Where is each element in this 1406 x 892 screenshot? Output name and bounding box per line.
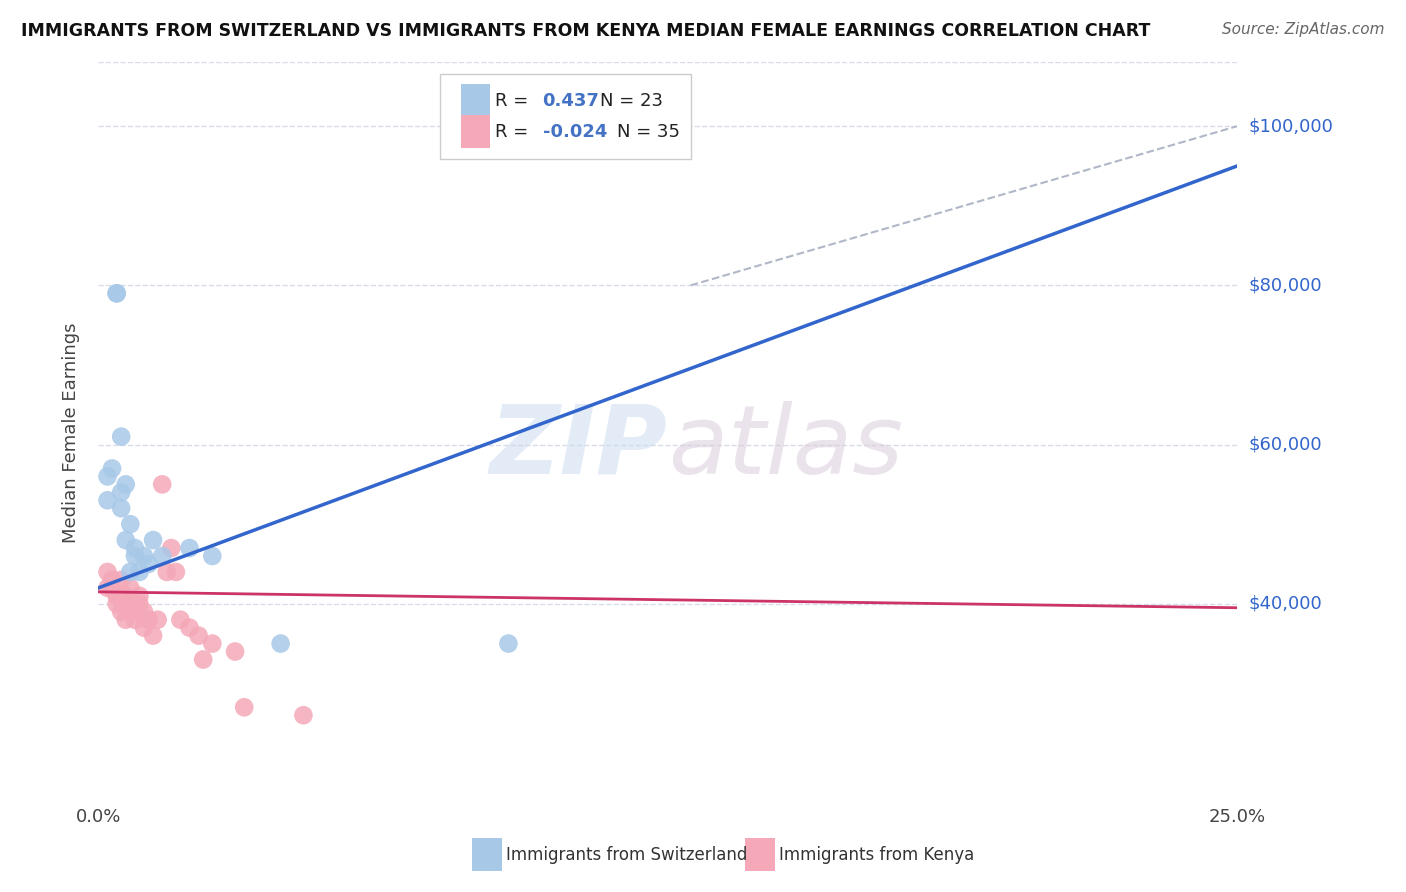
Point xyxy=(120,565,142,579)
Text: N = 23: N = 23 xyxy=(599,92,662,110)
Point xyxy=(201,637,224,651)
Point xyxy=(114,589,136,603)
Point xyxy=(128,597,150,611)
Text: N = 35: N = 35 xyxy=(617,122,679,141)
Point xyxy=(96,565,118,579)
Point xyxy=(169,613,191,627)
Point xyxy=(128,565,150,579)
Point xyxy=(105,597,128,611)
Point xyxy=(120,597,142,611)
Text: Immigrants from Switzerland: Immigrants from Switzerland xyxy=(506,846,748,863)
Point xyxy=(101,581,124,595)
Point xyxy=(150,477,173,491)
Point xyxy=(179,621,201,635)
Point xyxy=(498,637,520,651)
Point xyxy=(160,541,183,555)
Point xyxy=(114,477,136,491)
Point xyxy=(114,613,136,627)
Point xyxy=(142,629,165,643)
Point xyxy=(110,429,132,443)
Point xyxy=(156,565,179,579)
Point xyxy=(105,286,128,301)
Point xyxy=(124,541,146,555)
Point xyxy=(110,501,132,516)
Point xyxy=(132,621,155,635)
Point xyxy=(101,461,124,475)
Text: Source: ZipAtlas.com: Source: ZipAtlas.com xyxy=(1222,22,1385,37)
Point xyxy=(187,629,209,643)
Point xyxy=(142,533,165,547)
Point xyxy=(124,549,146,563)
Point xyxy=(101,573,124,587)
Text: atlas: atlas xyxy=(668,401,903,494)
Point xyxy=(120,581,142,595)
Point xyxy=(105,286,128,301)
Point xyxy=(110,589,132,603)
Point xyxy=(224,644,246,658)
Point xyxy=(132,605,155,619)
Point xyxy=(110,605,132,619)
Point xyxy=(110,485,132,500)
Point xyxy=(124,605,146,619)
Text: R =: R = xyxy=(495,122,534,141)
Point xyxy=(105,589,128,603)
Point xyxy=(270,637,292,651)
Point xyxy=(138,613,160,627)
Point xyxy=(165,565,187,579)
Text: 0.437: 0.437 xyxy=(543,92,599,110)
Point xyxy=(193,652,215,666)
Point xyxy=(179,541,201,555)
Text: -0.024: -0.024 xyxy=(543,122,607,141)
Y-axis label: Median Female Earnings: Median Female Earnings xyxy=(62,322,80,543)
Point xyxy=(138,557,160,571)
FancyBboxPatch shape xyxy=(472,838,502,871)
Text: $80,000: $80,000 xyxy=(1249,277,1322,294)
Point xyxy=(128,589,150,603)
Text: $100,000: $100,000 xyxy=(1249,117,1333,135)
Text: IMMIGRANTS FROM SWITZERLAND VS IMMIGRANTS FROM KENYA MEDIAN FEMALE EARNINGS CORR: IMMIGRANTS FROM SWITZERLAND VS IMMIGRANT… xyxy=(21,22,1150,40)
FancyBboxPatch shape xyxy=(461,85,491,117)
Point xyxy=(150,549,173,563)
FancyBboxPatch shape xyxy=(745,838,775,871)
Point xyxy=(120,517,142,532)
Point xyxy=(146,613,169,627)
Point xyxy=(124,613,146,627)
Text: $60,000: $60,000 xyxy=(1249,435,1322,453)
Text: Immigrants from Kenya: Immigrants from Kenya xyxy=(779,846,974,863)
Point xyxy=(201,549,224,563)
Point xyxy=(132,549,155,563)
Point xyxy=(110,573,132,587)
Point xyxy=(114,533,136,547)
FancyBboxPatch shape xyxy=(461,115,491,148)
Point xyxy=(233,700,256,714)
Point xyxy=(96,493,118,508)
Point xyxy=(292,708,315,723)
Text: $40,000: $40,000 xyxy=(1249,595,1322,613)
Text: R =: R = xyxy=(495,92,534,110)
FancyBboxPatch shape xyxy=(440,73,690,159)
Point xyxy=(114,597,136,611)
Text: ZIP: ZIP xyxy=(489,401,668,494)
Point xyxy=(96,581,118,595)
Point xyxy=(96,469,118,483)
